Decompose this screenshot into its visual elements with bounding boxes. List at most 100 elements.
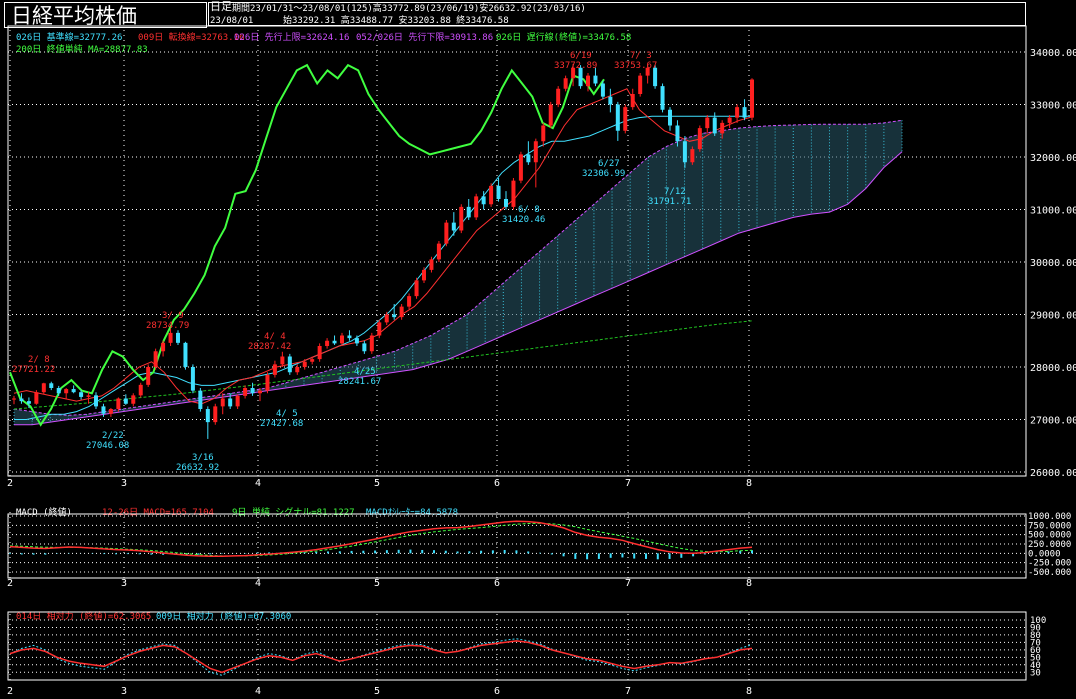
page-title: 日経平均株価 — [4, 2, 207, 28]
candle-body — [228, 398, 233, 407]
candle-body — [690, 149, 695, 163]
candle-body — [668, 109, 672, 126]
x-tick-label: 4 — [255, 578, 261, 589]
candle-body — [250, 388, 255, 394]
candle-body — [34, 392, 39, 404]
candle-body — [422, 269, 426, 281]
annotation-value: 28241.67 — [338, 377, 381, 387]
annotation-value: 28287.42 — [248, 342, 291, 352]
y-tick-label: 60 — [1030, 646, 1041, 656]
candle-body — [146, 367, 151, 385]
candle-body — [578, 67, 583, 87]
annotation-date: 7/12 — [664, 187, 686, 197]
candle-body — [71, 389, 76, 393]
candle-body — [205, 409, 210, 423]
legend-kijun: 026日 基準線=32777.26 — [16, 33, 123, 43]
y-tick-label: 100 — [1030, 616, 1046, 626]
chikou-line — [9, 63, 605, 427]
legend-senkou2: 052/026日 先行下限=30913.86 — [356, 33, 494, 43]
annotation-value: 27721.22 — [12, 365, 55, 375]
candle-body — [235, 395, 240, 407]
candle-body — [12, 398, 16, 400]
annotation-value: 32306.99 — [582, 169, 625, 179]
candle-body — [750, 79, 754, 118]
annotation-date: 4/25 — [354, 367, 376, 377]
candle-body — [392, 314, 397, 318]
candle-body — [377, 322, 382, 336]
y-tick-label: -500.000 — [1028, 568, 1071, 578]
x-tick-label: 5 — [374, 578, 380, 589]
x-tick-label: 3 — [121, 478, 127, 489]
annotation-date: 6/ 8 — [518, 205, 540, 215]
candle-body — [660, 86, 665, 110]
annotation-value: 28734.79 — [146, 321, 189, 331]
y-tick-label: 27000.00 — [1030, 416, 1076, 427]
candle-body — [638, 75, 643, 94]
candle-body — [429, 259, 434, 270]
x-tick-label: 4 — [255, 478, 261, 489]
candle-body — [474, 196, 479, 218]
annotation-date: 4/ 5 — [276, 409, 298, 419]
candle-body — [258, 390, 262, 394]
legend-chikou: 026日 遅行線(終値)=33476.58 — [496, 33, 632, 43]
y-tick-label: 70 — [1030, 638, 1041, 648]
ma200-line — [13, 320, 753, 410]
macd-title: MACD (終値) — [16, 508, 72, 518]
candle-body — [563, 78, 568, 89]
annotation-date: 7/ 3 — [630, 51, 652, 61]
y-tick-label: 32000.00 — [1030, 153, 1076, 164]
y-tick-label: 90 — [1030, 623, 1041, 633]
candle-body — [653, 67, 658, 87]
y-tick-label: 40 — [1030, 661, 1041, 671]
candle-body — [705, 117, 710, 129]
legend-ma200: 200日 終値単純 MA=28877.83 — [16, 45, 148, 55]
candle-body — [459, 206, 464, 231]
candle-body — [64, 389, 69, 394]
candle-body — [533, 141, 538, 163]
candle-body — [272, 364, 277, 375]
legend-tenkan: 009日 転換線=32763.16 — [138, 33, 245, 43]
kijun-line — [14, 115, 752, 420]
y-tick-label: 50 — [1030, 653, 1041, 663]
x-tick-label: 3 — [121, 686, 127, 697]
candle-body — [645, 67, 650, 76]
y-tick-label: 0.0000 — [1028, 549, 1061, 559]
candle-body — [384, 314, 389, 323]
candle-body — [466, 206, 471, 218]
candle-body — [436, 243, 441, 260]
candle-body — [548, 104, 553, 126]
y-tick-label: 29000.00 — [1030, 311, 1076, 322]
legend-senkou1: 026日 先行上限=32624.16 — [234, 33, 350, 43]
candle-body — [541, 125, 546, 142]
annotation-date: 2/ 8 — [28, 355, 50, 365]
candle-body — [451, 222, 456, 231]
candle-body — [347, 335, 352, 339]
candle-body — [26, 401, 31, 404]
candle-body — [518, 154, 523, 181]
annotation-value: 27427.68 — [260, 419, 303, 429]
candle-body — [123, 398, 128, 404]
candle-body — [354, 338, 359, 344]
candle-body — [727, 117, 732, 123]
annotation-date: 4/ 4 — [264, 332, 286, 342]
candle-body — [600, 83, 605, 97]
annotation-date: 6/27 — [598, 159, 620, 169]
candle-body — [213, 406, 218, 423]
date-label: 23/08/01 — [210, 16, 254, 26]
candle-body — [317, 346, 322, 360]
candle-body — [176, 332, 180, 343]
x-tick-label: 6 — [494, 578, 500, 589]
y-tick-label: 30000.00 — [1030, 258, 1076, 269]
candle-body — [220, 398, 225, 407]
y-tick-label: 80 — [1030, 631, 1041, 641]
x-tick-label: 2 — [7, 478, 13, 489]
candle-body — [138, 384, 143, 396]
y-tick-label: 750.0000 — [1028, 521, 1071, 531]
candle-body — [720, 122, 725, 134]
candle-body — [340, 335, 344, 344]
x-tick-label: 3 — [121, 578, 127, 589]
legend-macd: 12-26日 MACD=165.7104 — [102, 508, 214, 518]
y-tick-label: 34000.00 — [1030, 48, 1076, 59]
candle-body — [79, 392, 84, 397]
candle-body — [153, 351, 158, 367]
